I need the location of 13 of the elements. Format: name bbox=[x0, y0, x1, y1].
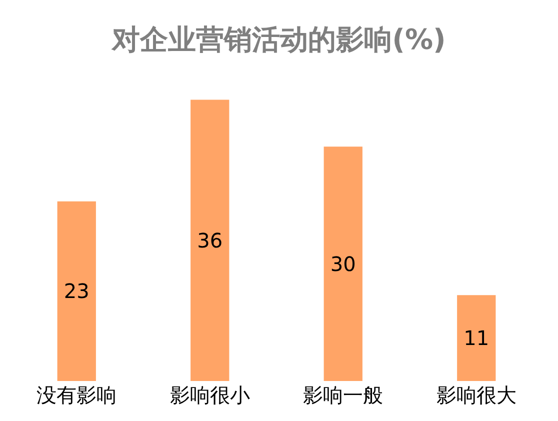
bar bbox=[324, 146, 362, 381]
data-label: 36 bbox=[197, 228, 223, 252]
data-label: 30 bbox=[330, 252, 356, 276]
bar bbox=[57, 201, 96, 381]
bar bbox=[457, 295, 496, 381]
x-tick-label: 影响很小 bbox=[170, 383, 250, 407]
x-tick-label: 没有影响 bbox=[36, 383, 117, 407]
x-tick-label: 影响很大 bbox=[436, 383, 516, 407]
data-label: 11 bbox=[464, 326, 490, 350]
x-tick-label: 影响一般 bbox=[303, 383, 384, 407]
bar bbox=[190, 100, 230, 381]
data-label: 23 bbox=[64, 279, 90, 304]
chart-title: 对企业营销活动的影响(%) bbox=[111, 23, 446, 56]
